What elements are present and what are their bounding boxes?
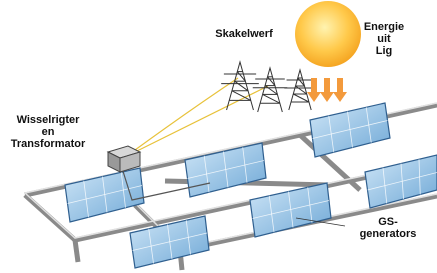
pylon: [258, 68, 283, 112]
light-arrows: [307, 78, 347, 102]
label-energy: uit: [377, 33, 391, 45]
label-switchyard: Skakelwerf: [215, 28, 273, 40]
pylon: [227, 62, 254, 110]
pylon: [289, 70, 311, 110]
label-generators: generators: [360, 228, 417, 240]
sun: [295, 1, 361, 67]
label-generators: GS-: [378, 216, 398, 228]
label-energy: Lig: [376, 45, 393, 57]
diagram: Skakelwerf EnergieuitLig WisselrigterenTra…: [0, 0, 437, 273]
inverter-box: [108, 146, 140, 172]
label-inverter: Transformator: [11, 138, 86, 150]
label-energy: Energie: [364, 21, 404, 33]
pylons: [221, 62, 315, 112]
label-inverter: Wisselrigter: [17, 114, 81, 126]
label-inverter: en: [42, 126, 55, 138]
